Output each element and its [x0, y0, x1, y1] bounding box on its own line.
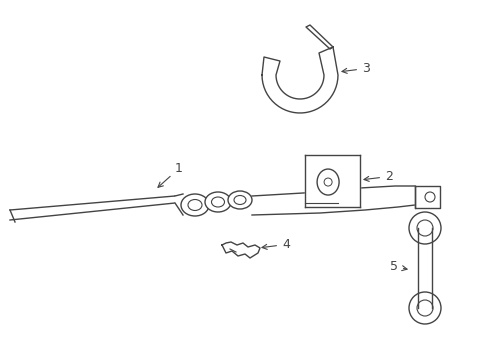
Text: 1: 1: [158, 162, 183, 187]
Ellipse shape: [227, 191, 251, 209]
Text: 3: 3: [341, 62, 369, 75]
Text: 2: 2: [363, 170, 392, 183]
Polygon shape: [305, 155, 359, 207]
Text: 5: 5: [389, 260, 406, 273]
Polygon shape: [10, 196, 175, 220]
Circle shape: [408, 292, 440, 324]
Polygon shape: [414, 186, 439, 208]
Ellipse shape: [181, 194, 208, 216]
Polygon shape: [262, 47, 337, 113]
Text: 4: 4: [262, 238, 289, 251]
Polygon shape: [222, 242, 260, 258]
Polygon shape: [175, 196, 184, 214]
Polygon shape: [251, 186, 414, 215]
Ellipse shape: [204, 192, 230, 212]
Polygon shape: [417, 228, 431, 308]
Polygon shape: [305, 25, 332, 49]
Circle shape: [408, 212, 440, 244]
